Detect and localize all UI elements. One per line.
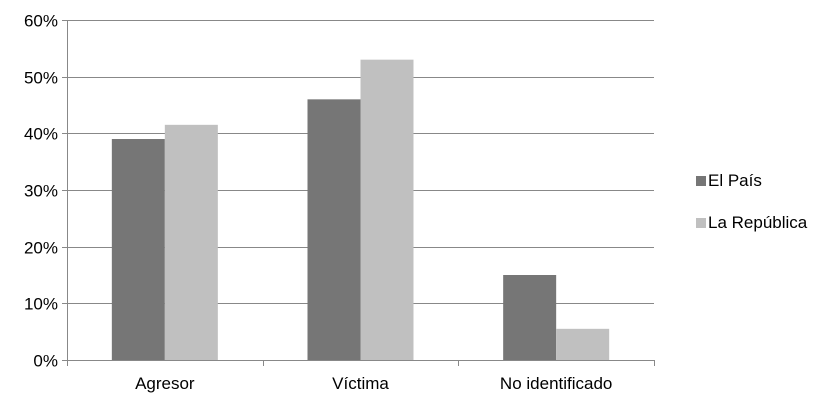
bar-no-identificado-series-0 <box>503 275 557 360</box>
bar-v-ctima-series-0 <box>307 99 361 360</box>
legend-swatch-el-pais <box>696 176 706 186</box>
y-tick-label: 40% <box>24 125 58 144</box>
y-tick-label: 50% <box>24 69 58 88</box>
bar-agresor-series-0 <box>111 139 165 360</box>
x-tick-label: Agresor <box>135 374 195 393</box>
y-tick-label: 20% <box>24 239 58 258</box>
legend-label-el-pais: El País <box>708 171 762 190</box>
x-tick-label: Víctima <box>332 374 389 393</box>
y-axis: 0% 10% 20% 30% 40% 50% 60% <box>24 12 68 371</box>
bar-no-identificado-series-1 <box>556 328 610 360</box>
y-tick-label: 10% <box>24 295 58 314</box>
y-tick-label: 0% <box>33 352 58 371</box>
bar-v-ctima-series-1 <box>360 59 414 361</box>
x-axis: Agresor Víctima No identificado <box>67 360 655 393</box>
legend-swatch-la-republica <box>696 218 706 228</box>
y-tick-label: 30% <box>24 182 58 201</box>
x-tick-label: No identificado <box>500 374 612 393</box>
legend: El País La República <box>696 171 808 232</box>
legend-label-la-republica: La República <box>708 213 808 232</box>
bars <box>111 59 610 361</box>
bar-agresor-series-1 <box>164 124 218 360</box>
y-tick-label: 60% <box>24 12 58 31</box>
